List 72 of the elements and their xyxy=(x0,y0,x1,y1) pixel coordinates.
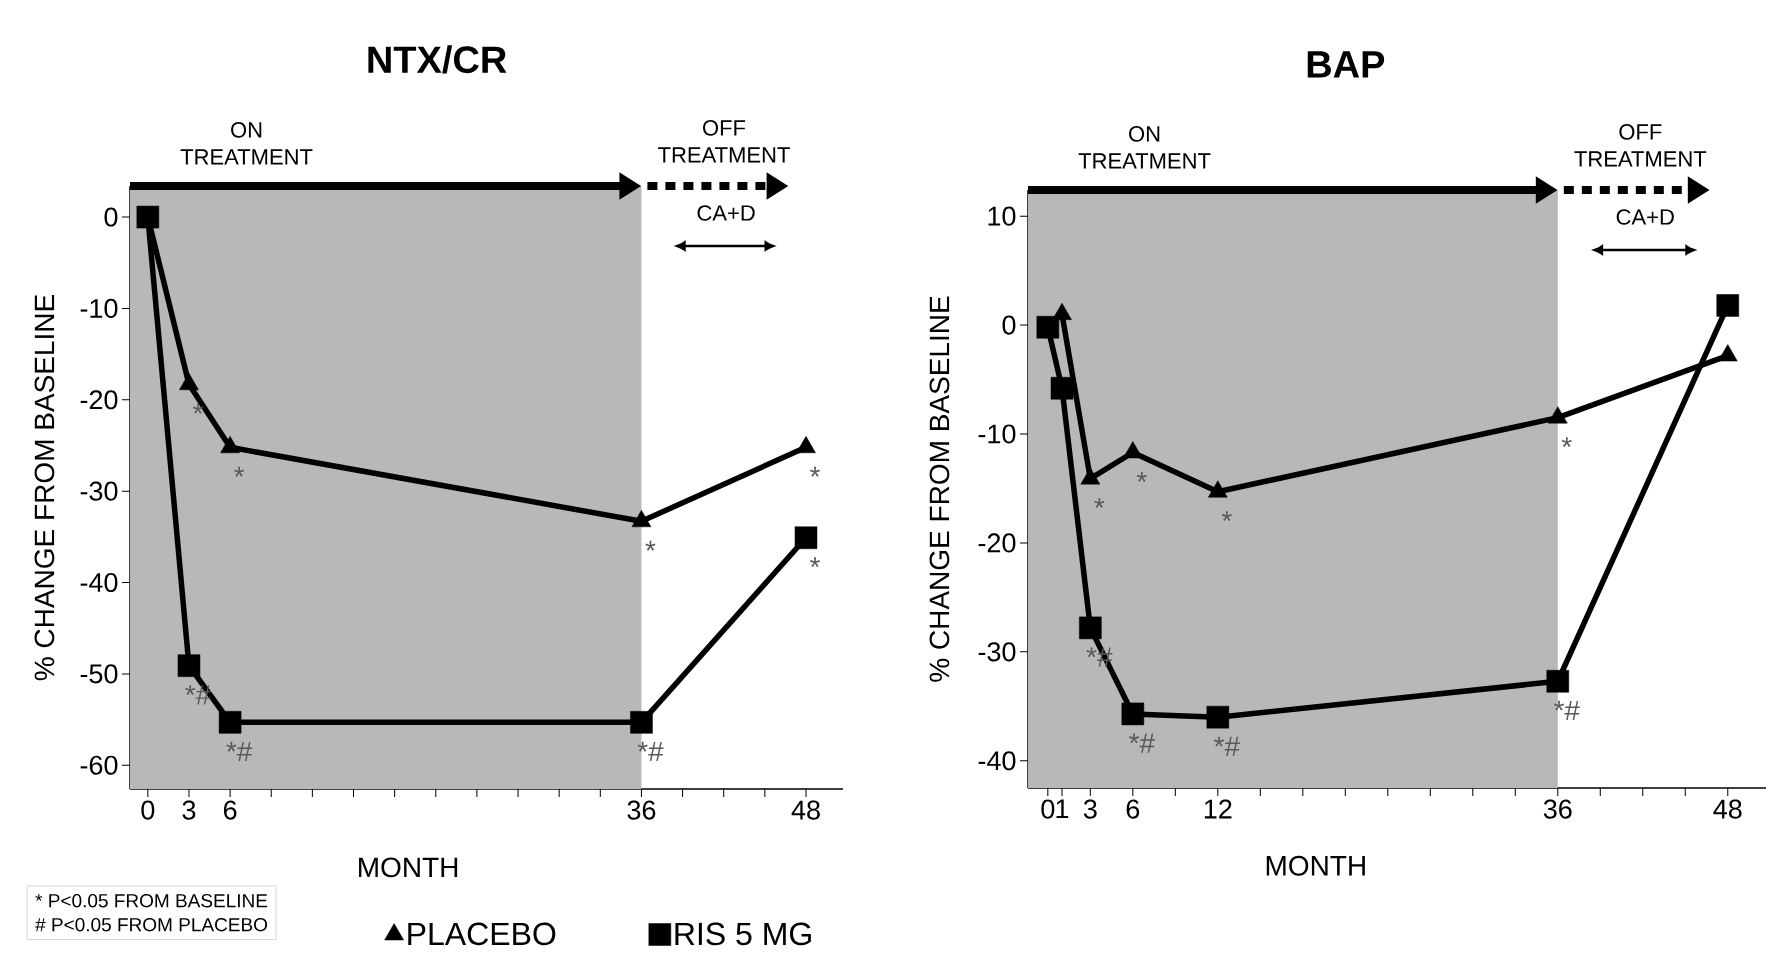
annotation: * xyxy=(1561,437,1572,448)
text: OFF TREATMENT xyxy=(1574,124,1707,167)
y-tick-label: -20 xyxy=(80,390,118,410)
annotation: * xyxy=(809,557,820,568)
annotation: * xyxy=(1136,472,1147,482)
y-tick-label: -10 xyxy=(978,424,1016,444)
x-tick-label: 3 xyxy=(182,800,196,820)
x-tick-label: 48 xyxy=(791,800,820,820)
point xyxy=(630,711,653,734)
y-tick-label: 10 xyxy=(988,206,1016,226)
legend-label: PLACEBO xyxy=(408,922,556,946)
point xyxy=(1121,702,1145,726)
y-axis-title: % CHANGE FROM BASELINE xyxy=(929,296,950,682)
point xyxy=(631,510,652,528)
annotation: * xyxy=(1094,498,1105,509)
text: OFF TREATMENT xyxy=(658,120,790,163)
annotation: * xyxy=(809,466,820,477)
point xyxy=(1080,467,1101,485)
x-tick-label: 0 xyxy=(141,800,155,820)
chart-title: NTX/CR xyxy=(368,45,507,74)
y-tick-label: -10 xyxy=(80,298,118,318)
text: # P<0.05 FROM PLACEBO xyxy=(35,917,268,932)
point xyxy=(177,654,201,677)
x-tick-label: 3 xyxy=(1083,799,1097,819)
y-tick-label: 0 xyxy=(104,207,118,227)
text: * P<0.05 FROM BASELINE xyxy=(35,893,268,908)
point xyxy=(179,373,199,391)
point xyxy=(1546,670,1570,693)
y-tick-label: -20 xyxy=(978,533,1016,553)
point xyxy=(794,526,818,549)
x-axis-title: MONTH xyxy=(1266,855,1365,876)
annotation: CA+D xyxy=(697,205,755,221)
band-label: ON TREATMENT xyxy=(180,122,313,165)
y-tick-label: -50 xyxy=(80,664,118,684)
x-tick-label: 36 xyxy=(1543,799,1572,819)
point xyxy=(218,711,242,734)
y-tick-label: 0 xyxy=(1002,315,1016,335)
point xyxy=(1208,480,1228,498)
y-tick-label: -40 xyxy=(978,751,1016,771)
x-tick-label: 6 xyxy=(223,800,237,820)
annotation: *# xyxy=(1129,733,1155,753)
annotation: * xyxy=(234,466,245,477)
y-tick-label: -30 xyxy=(80,481,118,501)
annotation: *# xyxy=(1214,736,1240,756)
x-tick-label: 0 xyxy=(1041,799,1055,819)
y-axis-title: % CHANGE FROM BASELINE xyxy=(34,295,55,681)
point xyxy=(1123,441,1143,459)
chart-title: BAP xyxy=(1307,51,1385,78)
x-axis-title: MONTH xyxy=(359,857,458,878)
x-tick-label: 1 xyxy=(1056,799,1069,819)
y-tick-label: -60 xyxy=(80,755,118,775)
point xyxy=(1206,705,1230,729)
annotation: CA+D xyxy=(1616,209,1674,225)
y-tick-label: -30 xyxy=(978,642,1016,662)
point xyxy=(796,436,816,454)
point xyxy=(220,436,240,454)
annotation: *# xyxy=(637,741,664,762)
point xyxy=(1079,616,1102,640)
x-tick-label: 48 xyxy=(1713,799,1742,819)
annotation: * xyxy=(1221,511,1232,522)
point xyxy=(1548,406,1568,424)
point xyxy=(1717,344,1738,362)
x-tick-label: 6 xyxy=(1126,799,1140,819)
annotation: *# xyxy=(1554,700,1580,721)
annotation: * xyxy=(192,403,203,414)
x-tick-label: 12 xyxy=(1204,799,1232,819)
band-label: ON TREATMENT xyxy=(1078,126,1211,169)
annotation: * xyxy=(645,540,656,551)
x-tick-label: 36 xyxy=(627,800,656,820)
annotation: *# xyxy=(226,741,253,762)
y-tick-label: -40 xyxy=(80,572,118,593)
legend-label: RIS 5 MG xyxy=(675,922,811,946)
